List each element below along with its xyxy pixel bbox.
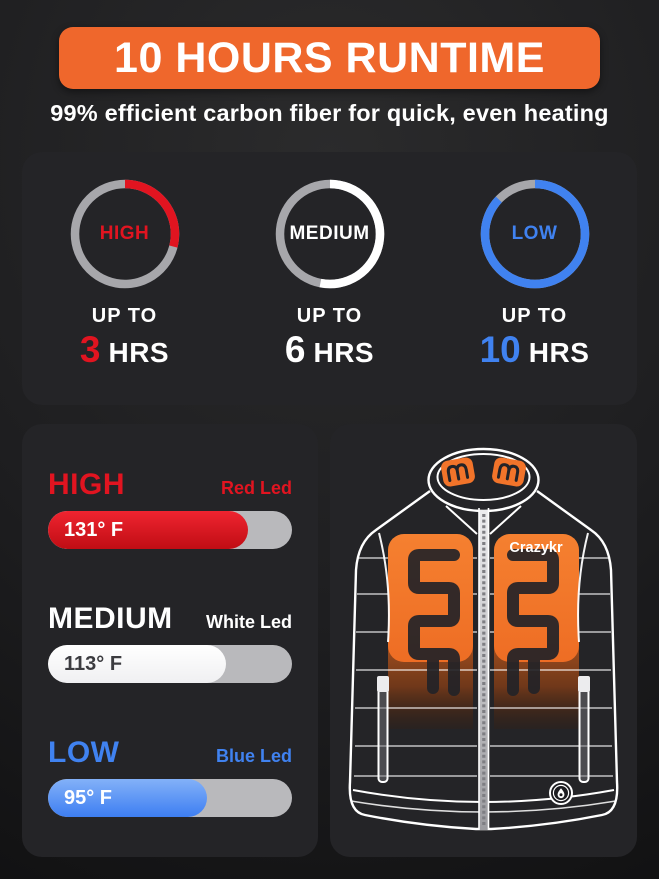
medium-ring-label: MEDIUM bbox=[289, 223, 370, 244]
temp-high-bar-track: 131° F bbox=[48, 511, 292, 549]
up-to-label: UP TO bbox=[501, 305, 568, 327]
temp-low-bar-fill: 95° F bbox=[48, 779, 207, 817]
armhole-left bbox=[378, 532, 390, 643]
temp-row-low: LOW Blue Led 95° F bbox=[48, 736, 292, 817]
runtime-mode-high: HIGH UP TO 3 HRS bbox=[22, 176, 227, 405]
high-hours: 3 HRS bbox=[80, 329, 169, 371]
collar-heat-pad-right bbox=[492, 457, 526, 487]
runtime-gauges-card: HIGH UP TO 3 HRS MEDIUM UP TO 6 HRS LO bbox=[22, 152, 637, 405]
up-to-label: UP TO bbox=[91, 305, 158, 327]
up-to-label: UP TO bbox=[296, 305, 363, 327]
temp-high-bar-fill: 131° F bbox=[48, 511, 249, 549]
temperature-levels-card: HIGH Red Led 131° F MEDIUM White Led 113… bbox=[22, 424, 318, 857]
page-subtitle: 99% efficient carbon fiber for quick, ev… bbox=[50, 100, 609, 126]
temp-high-label: HIGH bbox=[48, 468, 125, 501]
high-hours-value: 3 bbox=[79, 329, 101, 370]
runtime-mode-low: LOW UP TO 10 HRS bbox=[432, 176, 637, 405]
heated-vest-illustration: Crazykr bbox=[348, 447, 619, 831]
collar-heat-pad-left bbox=[441, 457, 475, 487]
power-button-icon bbox=[549, 781, 573, 805]
low-hours-value: 10 bbox=[479, 329, 521, 370]
low-ring-label: LOW bbox=[511, 223, 558, 244]
hours-unit: HRS bbox=[528, 337, 590, 368]
medium-hours-value: 6 bbox=[284, 329, 306, 370]
medium-ring-gauge: MEDIUM bbox=[272, 176, 388, 292]
hours-unit: HRS bbox=[108, 337, 170, 368]
collar-inner bbox=[436, 453, 531, 501]
armhole-right bbox=[577, 532, 589, 643]
temp-medium-bar-track: 113° F bbox=[48, 645, 292, 683]
pocket-right bbox=[578, 676, 590, 783]
page-title: 10 HOURS RUNTIME bbox=[114, 33, 545, 82]
brand-label: Crazykr bbox=[509, 540, 563, 556]
zipper bbox=[478, 508, 490, 830]
temp-row-medium: MEDIUM White Led 113° F bbox=[48, 602, 292, 683]
runtime-mode-medium: MEDIUM UP TO 6 HRS bbox=[227, 176, 432, 405]
hours-unit: HRS bbox=[313, 337, 375, 368]
pocket-left bbox=[377, 676, 389, 783]
collar-front-left bbox=[445, 505, 478, 535]
heating-element-right bbox=[507, 549, 559, 696]
temp-low-led-label: Blue Led bbox=[215, 746, 292, 766]
high-ring-gauge: HIGH bbox=[67, 176, 183, 292]
medium-hours: 6 HRS bbox=[285, 329, 374, 371]
ring-gauge-icon bbox=[275, 179, 384, 289]
temp-low-bar-track: 95° F bbox=[48, 779, 292, 817]
ring-gauge-icon bbox=[70, 179, 179, 289]
collar-front-right bbox=[489, 505, 522, 535]
temp-high-led-label: Red Led bbox=[220, 478, 292, 498]
low-hours: 10 HRS bbox=[480, 329, 590, 371]
low-ring-gauge: LOW bbox=[477, 176, 593, 292]
ring-gauge-icon bbox=[480, 179, 589, 289]
temp-row-high: HIGH Red Led 131° F bbox=[48, 468, 292, 549]
heating-element-left bbox=[408, 549, 460, 696]
temp-medium-led-label: White Led bbox=[206, 612, 292, 632]
high-ring-label: HIGH bbox=[99, 223, 150, 244]
temp-medium-label: MEDIUM bbox=[48, 602, 173, 635]
vest-illustration-card: Crazykr bbox=[330, 424, 637, 857]
temp-medium-bar-fill: 113° F bbox=[48, 645, 227, 683]
runtime-banner: 10 HOURS RUNTIME bbox=[59, 27, 600, 89]
temp-low-label: LOW bbox=[48, 736, 120, 769]
